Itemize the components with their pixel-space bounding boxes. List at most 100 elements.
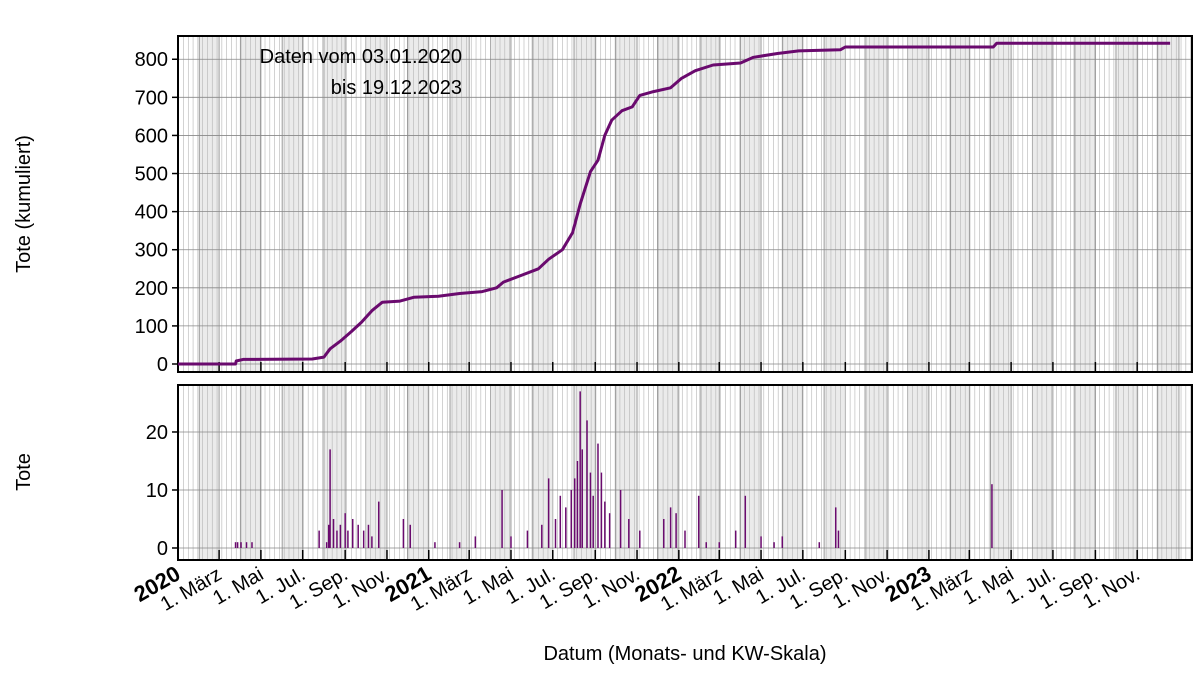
bar [377,501,380,548]
bar [409,524,412,548]
bar [570,489,573,548]
y-tick-label: 100 [135,316,168,338]
y-tick-label: 800 [135,49,168,71]
bar [362,530,365,548]
month-band [990,36,1012,372]
bar [597,443,599,548]
bar [547,478,550,548]
bar [573,478,576,548]
bar [669,507,672,548]
bar [559,495,562,548]
y-tick-label: 0 [157,354,168,376]
bar [734,530,737,548]
month-band [615,36,638,372]
bar [474,536,477,548]
bar [318,530,320,548]
line [178,41,1171,366]
month-band [490,36,511,372]
bar [510,536,512,548]
month-band [740,36,762,372]
bar [600,472,603,548]
month-band [574,36,596,372]
bar [526,530,529,548]
bar [760,536,762,548]
month-band [1115,385,1138,560]
bar [579,391,581,548]
bar [236,542,239,548]
bar [675,513,677,548]
bar [371,536,373,548]
bar [818,542,821,548]
panel: 0 10 20 [146,384,1193,561]
bar [240,542,242,548]
month-band [1074,36,1096,372]
y-axis-label: Tote (kumuliert) [13,135,35,273]
bar [834,507,837,548]
bar [576,460,579,548]
y-tick-label: 700 [135,87,168,109]
bar [251,542,253,548]
bar [332,518,335,548]
bar [604,501,606,548]
y-axis-label: Tote [13,453,35,491]
bar [541,524,543,548]
bar [234,542,237,548]
month-band [532,36,553,372]
month-band [824,385,846,560]
month-band [740,385,762,560]
month-band [824,36,846,372]
x-axis-label: Datum (Monats- und KW-Skala) [543,643,826,665]
bar [554,518,557,548]
bar [744,495,747,548]
bar [325,542,328,548]
bar [336,530,338,548]
y-tick-label: 400 [135,202,168,224]
bar [458,542,461,548]
bar [619,489,622,548]
bar [608,513,611,548]
month-band [1157,385,1179,560]
y-tick-label: 10 [146,480,168,502]
month-band [700,36,720,372]
month-band [907,385,929,560]
y-tick-label: 300 [135,240,168,262]
month-band [950,385,970,560]
bar [718,542,721,548]
y-tick-label: 200 [135,278,168,300]
month-band [323,385,346,560]
bar [245,542,248,548]
month-band [1157,36,1179,372]
y-tick-label: 600 [135,125,168,147]
bar [565,507,567,548]
month-band [199,36,220,372]
month-band [282,385,303,560]
bar [501,489,503,548]
bar [684,530,686,548]
y-tick-label: 20 [146,422,168,444]
bar [344,513,346,548]
bar [773,542,775,548]
bar [434,542,436,548]
bar [339,524,342,548]
bar [781,536,784,548]
month-band [950,36,970,372]
bar [367,524,370,548]
month-band [282,36,303,372]
month-band [1032,385,1053,560]
bar [991,484,993,548]
month-band [449,385,470,560]
annotation: Daten vom 03.01.2020 [260,46,462,68]
bar [628,518,630,548]
month-band [1115,36,1138,372]
bar [357,524,359,548]
bar [586,420,588,548]
month-band [615,385,638,560]
month-band [365,385,387,560]
bar [639,530,641,548]
month-band [532,385,553,560]
y-tick-label: 500 [135,164,168,186]
bar [697,495,700,548]
bar [663,518,665,548]
bar [589,472,592,548]
